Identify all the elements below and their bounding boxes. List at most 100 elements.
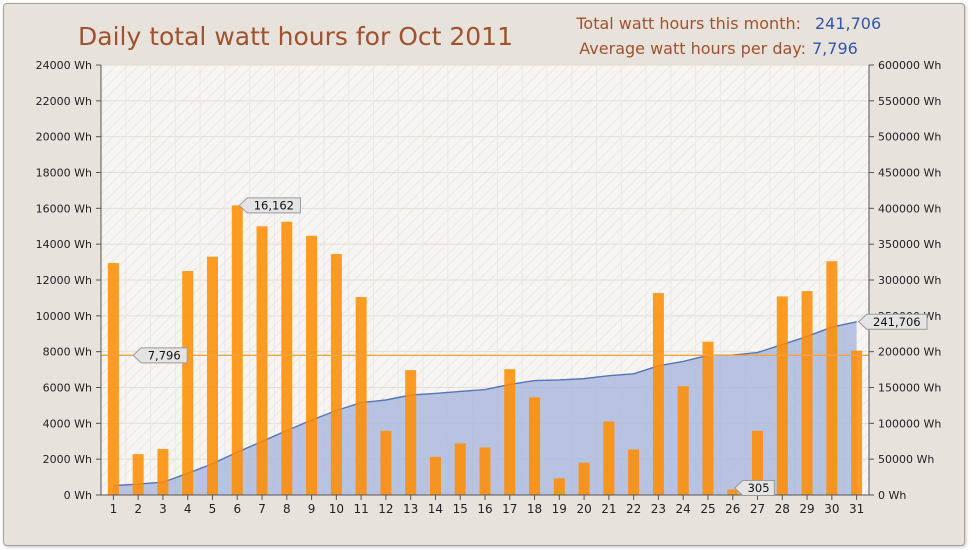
callout-day-6-label: 16,162	[254, 198, 294, 212]
y-right-tick-label: 500000 Wh	[878, 131, 941, 144]
x-tick-label: 5	[209, 502, 217, 516]
x-tick-label: 19	[552, 502, 567, 516]
bar-day-12	[380, 430, 392, 495]
bar-day-2	[132, 454, 144, 495]
x-tick-label: 10	[329, 502, 344, 516]
y-left-tick-label: 14000 Wh	[36, 238, 92, 251]
callout-day-31-label: 241,706	[873, 315, 921, 329]
y-left-tick-label: 10000 Wh	[36, 310, 92, 323]
callout-day-31: 241,706	[857, 313, 928, 330]
bar-day-31	[851, 350, 863, 495]
x-tick-label: 6	[233, 502, 241, 516]
callout-day-26-box	[734, 480, 775, 496]
value-callouts: 7,796 16,162 305 241,706	[132, 197, 928, 496]
y-left-tick-label: 24000 Wh	[36, 59, 92, 72]
y-left-tick-label: 12000 Wh	[36, 274, 92, 287]
y-right-tick-label: 50000 Wh	[878, 453, 934, 466]
average-callout-label: 7,796	[148, 348, 181, 362]
x-tick-label: 22	[626, 502, 641, 516]
y-left-tick-label: 16000 Wh	[36, 202, 92, 215]
bar-day-18	[529, 397, 541, 495]
y-right-tick-label: 100000 Wh	[878, 417, 941, 430]
callout-day-26-label: 305	[748, 481, 770, 495]
callout-day-31-box	[857, 313, 928, 330]
bar-day-7	[256, 226, 268, 495]
x-tick-label: 17	[502, 502, 517, 516]
total-label: Total watt hours this month:	[575, 14, 801, 33]
x-tick-label: 11	[353, 502, 368, 516]
bar-day-5	[206, 256, 218, 495]
x-tick-label: 20	[576, 502, 591, 516]
y-right-tick-label: 200000 Wh	[878, 346, 941, 359]
x-tick-label: 27	[750, 502, 765, 516]
y-right-tick-label: 0 Wh	[878, 489, 906, 502]
callout-day-6-box	[238, 197, 301, 214]
y-right-tick-label: 550000 Wh	[878, 95, 941, 108]
bar-day-13	[405, 370, 417, 495]
bar-day-10	[330, 254, 342, 495]
bar-day-29	[801, 291, 813, 495]
total-value: 241,706	[815, 14, 881, 33]
bar-day-8	[281, 221, 293, 496]
y-left-tick-label: 8000 Wh	[43, 346, 92, 359]
x-tick-label: 15	[453, 502, 468, 516]
x-tick-label: 7	[258, 502, 266, 516]
bar-day-11	[355, 297, 367, 495]
y-left-tick-label: 22000 Wh	[36, 95, 92, 108]
bar-day-25	[702, 341, 714, 495]
y-right-tick-label: 300000 Wh	[878, 274, 941, 287]
x-tick-label: 25	[700, 502, 715, 516]
bar-day-16	[479, 447, 491, 495]
x-tick-label: 13	[403, 502, 418, 516]
y-right-tick-label: 450000 Wh	[878, 167, 941, 180]
bar-day-15	[454, 443, 466, 495]
y-left-tick-label: 0 Wh	[64, 489, 92, 502]
average-callout: 7,796	[132, 347, 188, 364]
y-left-tick-label: 6000 Wh	[43, 382, 92, 395]
x-tick-label: 14	[428, 502, 443, 516]
y-right-tick-label: 400000 Wh	[878, 202, 941, 215]
x-tick-label: 9	[308, 502, 316, 516]
y-right-tick-label: 150000 Wh	[878, 382, 941, 395]
bar-day-9	[306, 235, 318, 495]
x-tick-label: 24	[676, 502, 691, 516]
y-left-tick-label: 2000 Wh	[43, 453, 92, 466]
x-tick-label: 16	[477, 502, 492, 516]
y-left-tick-label: 20000 Wh	[36, 131, 92, 144]
y-right-tick-label: 350000 Wh	[878, 238, 941, 251]
x-tick-label: 4	[184, 502, 192, 516]
x-tick-label: 21	[601, 502, 616, 516]
average-callout-box	[132, 347, 188, 364]
x-tick-label: 12	[378, 502, 393, 516]
bar-day-23	[652, 293, 664, 495]
bar-day-30	[826, 261, 838, 495]
bar-day-4	[182, 271, 194, 495]
bar-day-6	[231, 205, 243, 495]
y-left-tick-label: 4000 Wh	[43, 417, 92, 430]
bar-day-20	[578, 462, 590, 495]
average-value: 7,796	[812, 39, 858, 58]
average-label: Average watt hours per day:	[579, 39, 806, 58]
x-tick-label: 28	[775, 502, 790, 516]
bar-day-14	[429, 456, 441, 495]
bar-day-1	[107, 262, 119, 495]
bar-day-17	[504, 369, 516, 495]
bar-day-24	[677, 386, 689, 495]
daily-bars	[107, 205, 863, 496]
callout-day-6: 16,162	[238, 197, 301, 214]
x-tick-label: 18	[527, 502, 542, 516]
bar-day-3	[157, 448, 169, 495]
x-tick-label: 29	[799, 502, 814, 516]
chart-title: Daily total watt hours for Oct 2011	[78, 22, 513, 51]
x-tick-label: 30	[824, 502, 839, 516]
bar-day-22	[628, 449, 640, 495]
x-tick-label: 2	[134, 502, 142, 516]
bar-day-28	[776, 296, 788, 495]
bar-day-26	[727, 489, 739, 495]
cumulative-area-fill	[113, 321, 857, 495]
bar-day-27	[752, 430, 764, 495]
x-tick-label: 8	[283, 502, 291, 516]
y-left-tick-label: 18000 Wh	[36, 167, 92, 180]
x-tick-label: 1	[110, 502, 118, 516]
